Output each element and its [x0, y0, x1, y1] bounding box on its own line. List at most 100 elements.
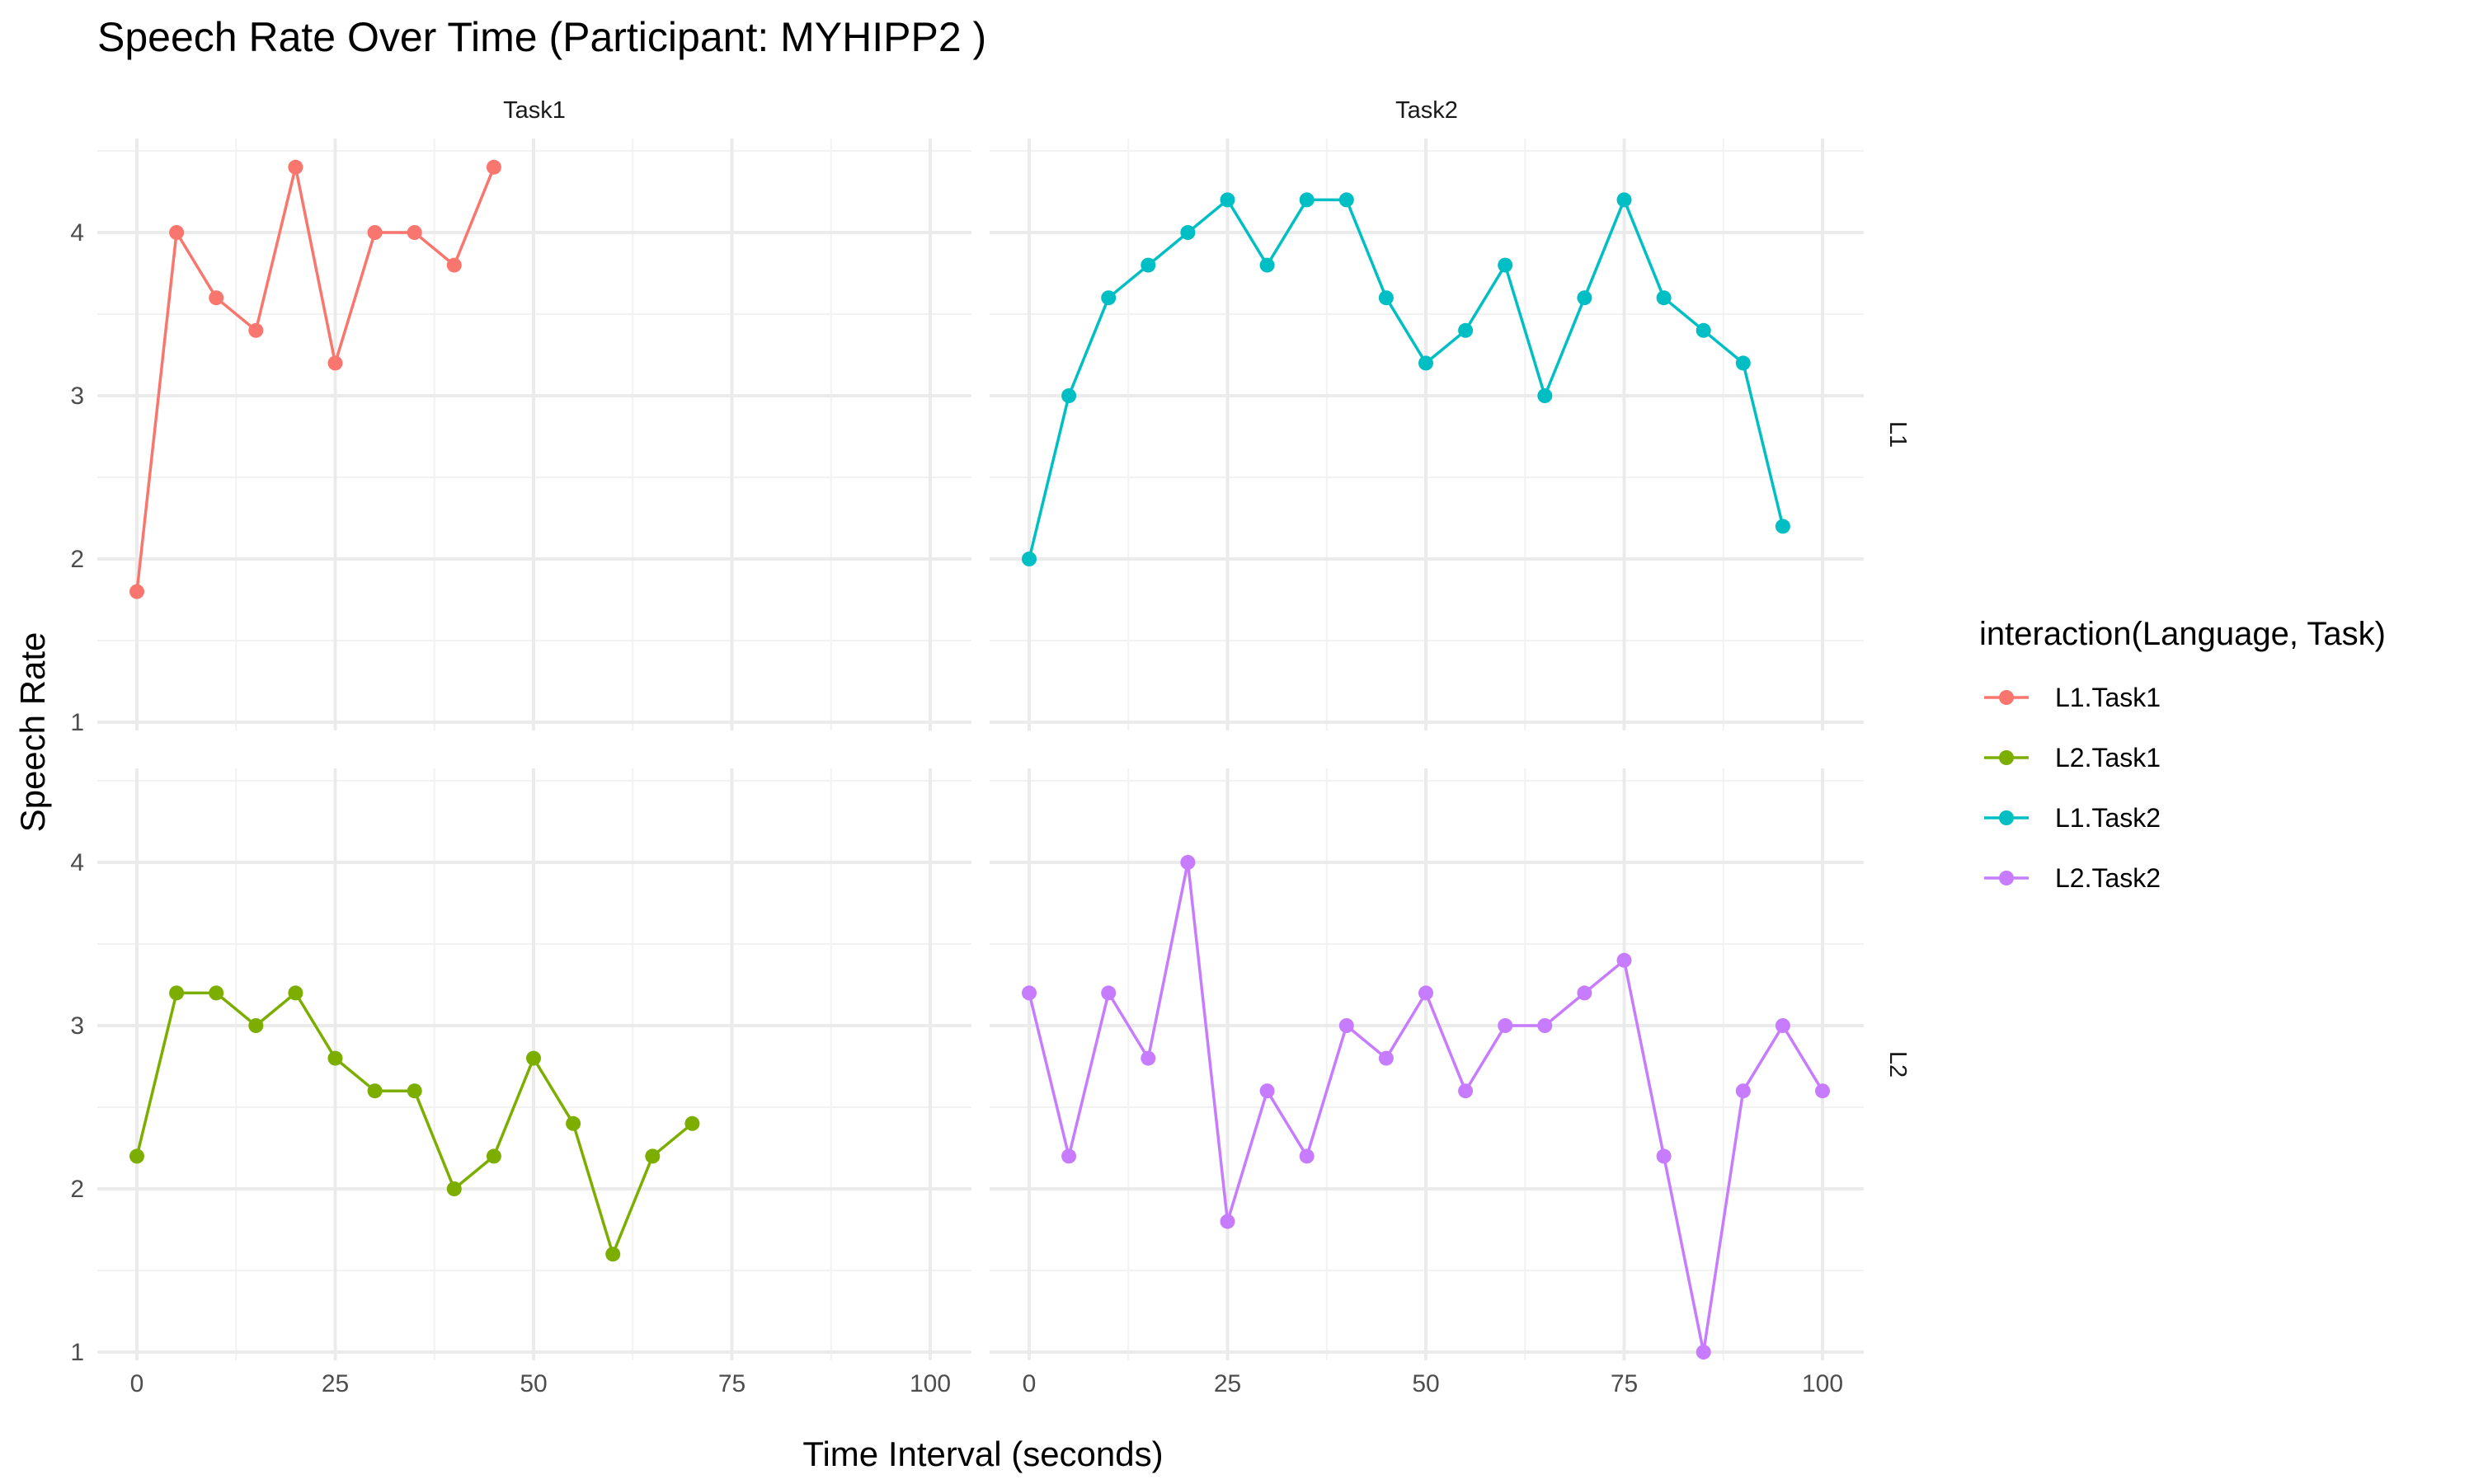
facet-strip-L1: L1	[1884, 421, 1911, 448]
legend-entry-L1.Task2: L1.Task2	[1984, 803, 2161, 833]
data-point	[1537, 1018, 1553, 1033]
legend-label: L2.Task1	[2055, 743, 2161, 773]
data-point	[1498, 257, 1513, 273]
data-point	[129, 1148, 144, 1164]
data-point	[1458, 322, 1474, 338]
data-point	[1022, 552, 1037, 566]
legend-label: L1.Task2	[2055, 803, 2161, 833]
data-point	[129, 584, 144, 599]
legend-entry-L1.Task1: L1.Task1	[1984, 683, 2161, 712]
data-point	[486, 1148, 501, 1164]
facet-strip-Task2: Task2	[1395, 97, 1458, 124]
data-point	[1537, 388, 1553, 403]
data-point	[1022, 985, 1037, 1001]
data-point	[248, 1018, 264, 1033]
x-tick-label: 75	[718, 1370, 745, 1397]
data-point	[1061, 388, 1077, 403]
series-line	[1028, 198, 1785, 560]
y-tick-label: 2	[70, 1176, 84, 1203]
series-L2.Task1	[129, 985, 700, 1262]
y-tick-label: 3	[70, 383, 84, 410]
data-point	[486, 159, 501, 175]
y-axis-title: Speech Rate	[13, 632, 52, 833]
facet-panel-L1-Task2	[990, 139, 1864, 730]
data-point	[645, 1148, 661, 1164]
legend-label: L2.Task2	[2055, 863, 2161, 893]
data-point	[1696, 1345, 1711, 1360]
data-point	[446, 1181, 462, 1196]
legend-entry-L2.Task2: L2.Task2	[1984, 863, 2161, 893]
data-point	[209, 290, 224, 306]
legend-title: interaction(Language, Task)	[1979, 616, 2386, 652]
series-line	[135, 166, 496, 592]
x-tick-label: 50	[520, 1370, 547, 1397]
data-point	[684, 1115, 700, 1131]
chart-title: Speech Rate Over Time (Participant: MYHI…	[97, 14, 986, 60]
data-point	[1577, 985, 1592, 1001]
data-point	[407, 1083, 422, 1099]
x-tick-label: 25	[322, 1370, 349, 1397]
facet-panels: 1 2 3 4 1 2 3 4 0 25 50 75 100 0 25 50 75 100 Task1 Task2 L1…	[70, 97, 1911, 1397]
data-point	[1180, 225, 1196, 240]
data-point	[248, 322, 264, 338]
data-point	[367, 225, 383, 240]
series-L1.Task1	[129, 159, 501, 599]
data-point	[566, 1115, 581, 1131]
y-tick-label: 1	[70, 1339, 84, 1366]
data-point	[1141, 1050, 1156, 1066]
facet-panel-L2-Task1: 1 2 3 4 0 25 50 75 100	[70, 768, 971, 1397]
series-L1.Task2	[1022, 192, 1790, 566]
x-tick-label: 0	[130, 1370, 144, 1397]
legend-key-point	[1999, 750, 2014, 765]
data-point	[288, 985, 303, 1001]
data-point	[1338, 1018, 1354, 1033]
data-point	[1418, 355, 1433, 371]
data-point	[1259, 1083, 1275, 1099]
facet-panel-L1-Task1: 1 2 3 4	[70, 139, 971, 736]
data-point	[1418, 985, 1433, 1001]
data-point	[1815, 1083, 1830, 1099]
data-point	[169, 225, 185, 240]
facet-strip-L2: L2	[1884, 1051, 1911, 1078]
data-point	[1378, 290, 1394, 306]
data-point	[1696, 322, 1711, 338]
data-point	[1458, 1083, 1474, 1099]
data-point	[367, 1083, 383, 1099]
data-point	[1220, 192, 1235, 208]
legend-entry-L2.Task1: L2.Task1	[1984, 743, 2161, 773]
data-point	[1577, 290, 1592, 306]
series-line	[135, 991, 694, 1256]
data-point	[1616, 952, 1632, 968]
data-point	[1299, 1148, 1315, 1164]
data-point	[1616, 192, 1632, 208]
data-point	[526, 1050, 541, 1066]
y-tick-label: 4	[70, 849, 84, 876]
data-point	[1220, 1214, 1235, 1229]
data-point	[407, 225, 422, 240]
legend-key-point	[1999, 690, 2014, 705]
y-tick-label: 1	[70, 709, 84, 736]
x-axis-title: Time Interval (seconds)	[802, 1435, 1163, 1473]
data-point	[1141, 257, 1156, 273]
data-point	[327, 1050, 343, 1066]
legend-key-point	[1999, 810, 2014, 825]
x-tick-label: 0	[1023, 1370, 1037, 1397]
data-point	[1338, 192, 1354, 208]
x-tick-label: 100	[910, 1370, 951, 1397]
data-point	[1299, 192, 1315, 208]
data-point	[1061, 1148, 1077, 1164]
y-tick-label: 4	[70, 219, 84, 247]
x-tick-label: 50	[1412, 1370, 1439, 1397]
data-point	[605, 1247, 621, 1262]
y-tick-label: 2	[70, 546, 84, 573]
x-tick-label: 100	[1802, 1370, 1843, 1397]
data-point	[1259, 257, 1275, 273]
legend-label: L1.Task1	[2055, 683, 2161, 712]
data-point	[1378, 1050, 1394, 1066]
data-point	[169, 985, 185, 1001]
legend: L1.Task1 L2.Task1 L1.Task2 L2.Task2	[1984, 683, 2161, 893]
data-point	[1656, 1148, 1672, 1164]
data-point	[446, 257, 462, 273]
facet-strip-Task1: Task1	[503, 97, 566, 124]
